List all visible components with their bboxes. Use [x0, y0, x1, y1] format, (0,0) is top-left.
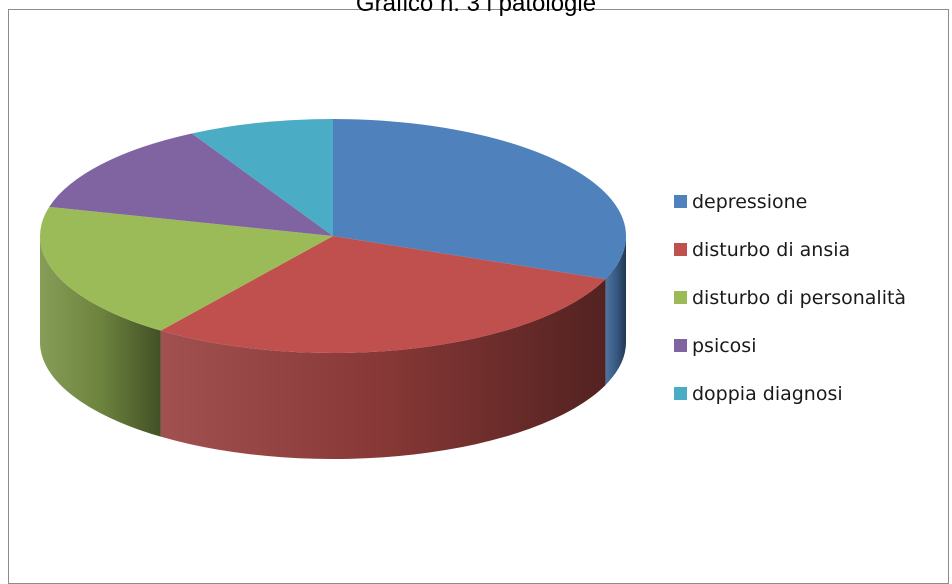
legend-label: disturbo di ansia: [692, 238, 851, 261]
legend-swatch: [674, 291, 687, 304]
legend-swatch: [674, 243, 687, 256]
legend-item-doppia-diagnosi: doppia diagnosi: [674, 380, 906, 407]
pie-slice-psicosi: [49, 133, 333, 236]
legend-label: psicosi: [692, 334, 757, 357]
pie-slice-disturbo-di-ansia: [160, 236, 606, 353]
legend-item-disturbo-di-personalita: disturbo di personalità: [674, 284, 906, 311]
legend-swatch: [674, 339, 687, 352]
legend-item-psicosi: psicosi: [674, 332, 906, 359]
legend-label: doppia diagnosi: [692, 382, 843, 405]
pie-slice-doppia-diagnosi: [191, 119, 333, 236]
pie-side-shading-depressione: [605, 236, 626, 386]
legend-swatch: [674, 387, 687, 400]
chart-title: Grafico n. 3 i patologie: [355, 0, 597, 17]
legend: depressione disturbo di ansia disturbo di …: [674, 188, 906, 428]
legend-swatch: [674, 195, 687, 208]
pie-slice-disturbo-di-personalita: [39, 206, 333, 331]
legend-item-depressione: depressione: [674, 188, 906, 215]
legend-label: disturbo di personalità: [692, 286, 907, 309]
pie-slice-depressione: [333, 119, 626, 280]
pie-side-shading-disturbo-di-ansia: [160, 279, 606, 459]
pie-side-shading-disturbo-di-personalita: [40, 236, 161, 437]
legend-label: depressione: [692, 190, 808, 213]
legend-item-disturbo-di-ansia: disturbo di ansia: [674, 236, 906, 263]
